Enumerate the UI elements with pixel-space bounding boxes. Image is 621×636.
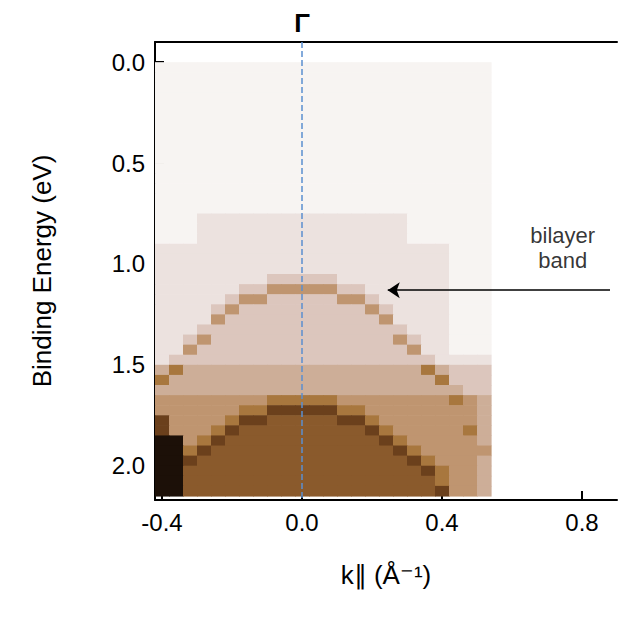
svg-text:band: band xyxy=(538,248,587,273)
svg-text:0.5: 0.5 xyxy=(112,150,145,177)
svg-text:1.0: 1.0 xyxy=(112,250,145,277)
svg-text:Binding Energy (eV): Binding Energy (eV) xyxy=(27,155,57,388)
svg-text:bilayer: bilayer xyxy=(530,223,595,248)
svg-text:2.0: 2.0 xyxy=(112,452,145,479)
svg-text:1.5: 1.5 xyxy=(112,351,145,378)
svg-text:0.8: 0.8 xyxy=(565,509,598,536)
svg-text:0.4: 0.4 xyxy=(425,509,458,536)
svg-text:0.0: 0.0 xyxy=(285,509,318,536)
svg-text:Γ: Γ xyxy=(294,8,310,38)
svg-text:-0.4: -0.4 xyxy=(141,509,182,536)
svg-text:0.0: 0.0 xyxy=(112,49,145,76)
svg-text:k∥ (Å⁻¹): k∥ (Å⁻¹) xyxy=(341,560,432,590)
